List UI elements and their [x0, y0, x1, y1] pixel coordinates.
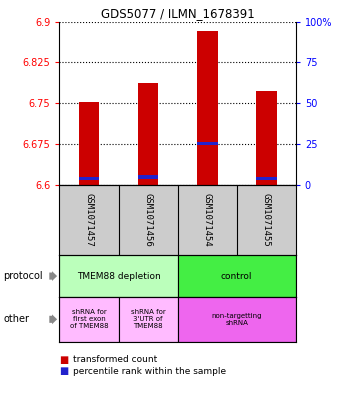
Text: ■: ■ — [59, 354, 69, 365]
Bar — [138, 175, 158, 179]
Bar — [177, 255, 296, 297]
Bar — [197, 31, 218, 185]
Text: percentile rank within the sample: percentile rank within the sample — [73, 367, 226, 376]
Text: GSM1071455: GSM1071455 — [262, 193, 271, 247]
Bar — [138, 83, 158, 185]
Text: transformed count: transformed count — [73, 355, 157, 364]
Text: GSM1071456: GSM1071456 — [143, 193, 153, 247]
Bar — [59, 297, 119, 342]
Text: control: control — [221, 272, 253, 281]
Text: shRNA for
3'UTR of
TMEM88: shRNA for 3'UTR of TMEM88 — [131, 309, 166, 329]
Text: shRNA for
first exon
of TMEM88: shRNA for first exon of TMEM88 — [70, 309, 108, 329]
Bar — [79, 177, 99, 180]
Bar — [177, 297, 296, 342]
Bar — [256, 91, 277, 185]
Bar — [79, 101, 99, 185]
Text: ■: ■ — [59, 366, 69, 376]
Text: other: other — [3, 314, 29, 324]
Bar — [59, 255, 177, 297]
Text: GSM1071457: GSM1071457 — [85, 193, 94, 247]
Bar — [197, 142, 218, 145]
Title: GDS5077 / ILMN_1678391: GDS5077 / ILMN_1678391 — [101, 7, 255, 20]
Text: non-targetting
shRNA: non-targetting shRNA — [211, 313, 262, 326]
Bar — [119, 297, 177, 342]
Text: TMEM88 depletion: TMEM88 depletion — [77, 272, 160, 281]
Text: GSM1071454: GSM1071454 — [203, 193, 212, 247]
Text: protocol: protocol — [3, 271, 43, 281]
Bar — [256, 176, 277, 180]
